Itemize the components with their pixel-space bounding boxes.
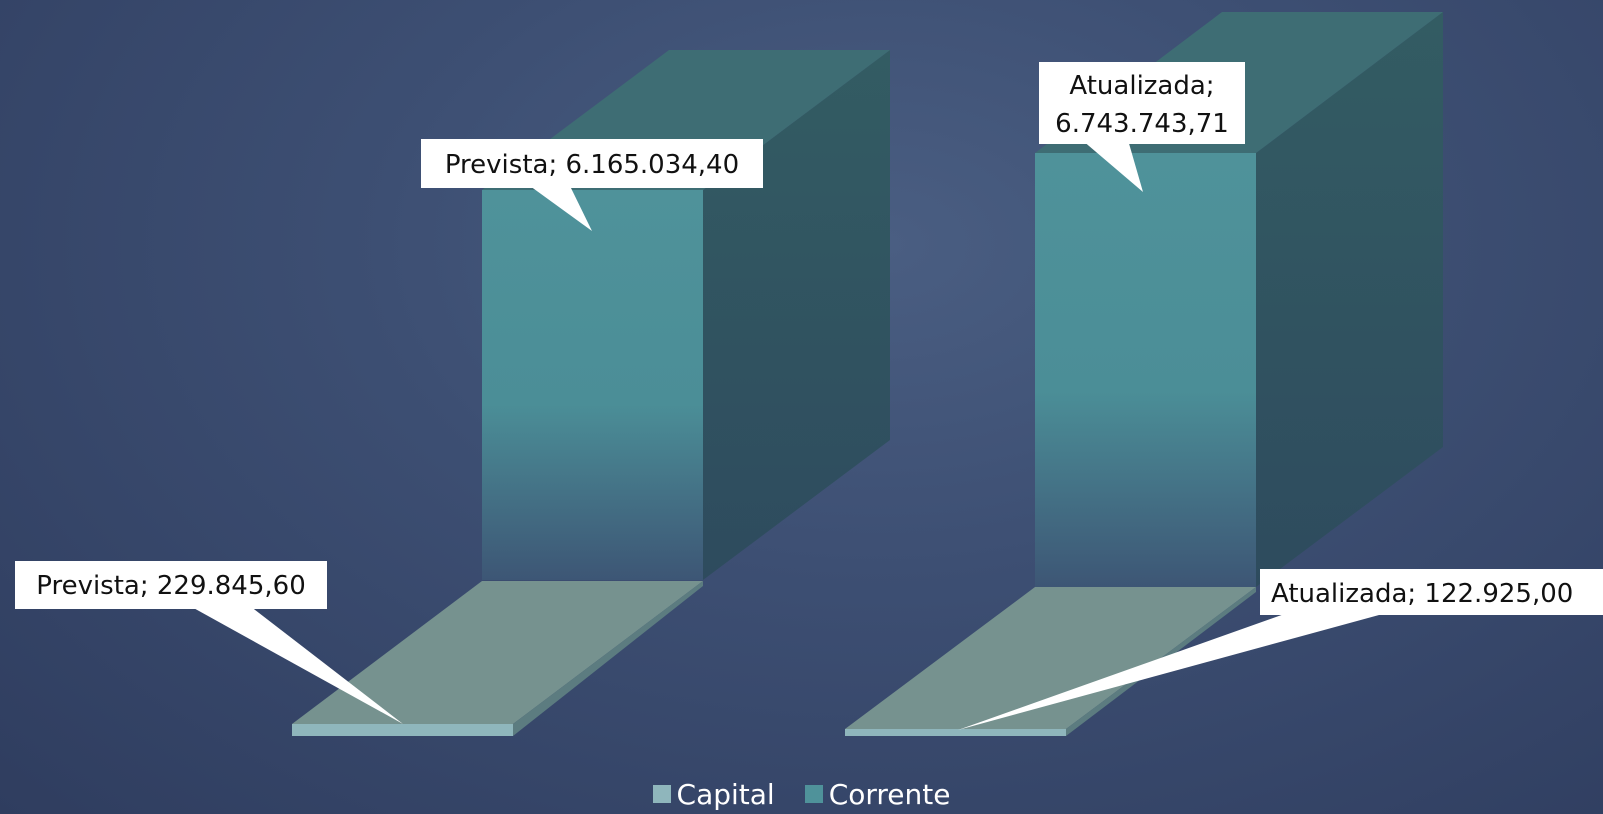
data-label-capital-prevista: Prevista; 229.845,60	[15, 561, 403, 724]
legend-swatch-corrente	[804, 785, 823, 803]
bar-capital-atualizada-front	[845, 729, 1066, 736]
data-label-capital-atualizada-text: Atualizada; 122.925,00	[1271, 579, 1573, 609]
legend: Capital Corrente	[0, 776, 1603, 812]
bar-corrente-prevista-front	[482, 190, 703, 580]
bar-capital-prevista-side	[513, 581, 703, 736]
bar-corrente-prevista	[482, 50, 890, 580]
data-label-capital-prevista-text: Prevista; 229.845,60	[36, 571, 306, 601]
legend-label-corrente: Corrente	[828, 777, 951, 811]
data-label-capital-atualizada: Atualizada; 122.925,00	[958, 569, 1603, 730]
bar-capital-prevista-front	[292, 724, 513, 736]
data-label-corrente-prevista: Prevista; 6.165.034,40	[421, 139, 763, 231]
data-label-corrente-atualizada: Atualizada; 6.743.743,71	[1039, 62, 1245, 192]
bar-capital-prevista-top	[292, 581, 703, 724]
data-label-corrente-atualizada-line1: Atualizada;	[1069, 71, 1214, 101]
legend-label-capital: Capital	[676, 777, 775, 811]
legend-item-capital: Capital	[652, 777, 775, 811]
legend-swatch-capital	[652, 785, 671, 803]
bar-corrente-atualizada-front	[1035, 153, 1256, 587]
bar-capital-atualizada-top	[845, 587, 1256, 729]
bar-corrente-atualizada-side	[1256, 12, 1443, 587]
data-label-corrente-prevista-text: Prevista; 6.165.034,40	[445, 150, 739, 180]
data-label-corrente-atualizada-line2: 6.743.743,71	[1055, 109, 1229, 139]
legend-item-corrente: Corrente	[804, 777, 951, 811]
bar-capital-prevista	[292, 581, 703, 736]
